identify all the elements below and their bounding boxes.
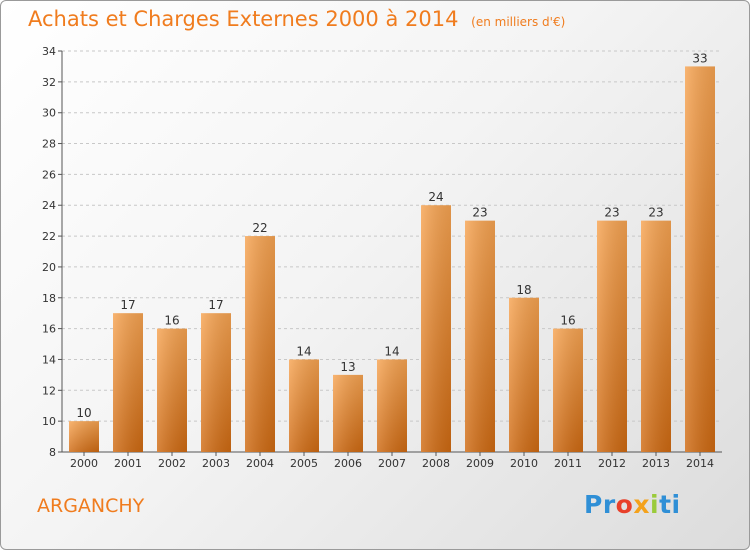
bar-shade: [377, 359, 407, 452]
x-tick-label: 2000: [70, 457, 98, 470]
bar-shade: [289, 359, 319, 452]
y-tick-label: 30: [42, 107, 56, 120]
bar-shade: [553, 328, 583, 452]
bar-shade: [641, 220, 671, 452]
bar-shade: [685, 66, 715, 452]
y-tick-label: 12: [42, 384, 56, 397]
y-tick-label: 28: [42, 138, 56, 151]
y-tick-label: 20: [42, 261, 56, 274]
data-label: 22: [252, 221, 267, 235]
bars: [69, 66, 715, 452]
bar-shade: [465, 220, 495, 452]
y-tick-label: 26: [42, 168, 56, 181]
bar-shade: [245, 236, 275, 452]
y-tick-label: 14: [42, 353, 56, 366]
y-tick-label: 22: [42, 230, 56, 243]
data-label: 18: [516, 283, 531, 297]
x-tick-label: 2004: [246, 457, 274, 470]
data-label: 24: [428, 190, 443, 204]
y-tick-label: 8: [49, 446, 56, 459]
data-label: 16: [164, 314, 179, 328]
x-tick-label: 2013: [642, 457, 670, 470]
data-label: 17: [208, 298, 223, 312]
x-tick-label: 2001: [114, 457, 142, 470]
y-tick-label: 34: [42, 45, 56, 58]
bar-shade: [157, 328, 187, 452]
x-tick-label: 2009: [466, 457, 494, 470]
x-tick-label: 2003: [202, 457, 230, 470]
y-tick-label: 24: [42, 199, 56, 212]
data-label: 14: [384, 344, 399, 358]
chart-title-text: Achats et Charges Externes 2000 à 2014: [28, 7, 459, 31]
commune-name: ARGANCHY: [37, 495, 145, 517]
proxiti-logo: Proxiti: [584, 490, 681, 519]
y-tick-label: 32: [42, 76, 56, 89]
bar-shade: [201, 313, 231, 452]
data-label: 13: [340, 360, 355, 374]
y-tick-label: 16: [42, 323, 56, 336]
data-label: 23: [604, 206, 619, 220]
bar-shade: [69, 421, 99, 452]
data-label: 17: [120, 298, 135, 312]
bar-shade: [597, 220, 627, 452]
x-tick-label: 2005: [290, 457, 318, 470]
data-label: 16: [560, 314, 575, 328]
x-tick-label: 2002: [158, 457, 186, 470]
x-tick-label: 2006: [334, 457, 362, 470]
bar-shade: [421, 205, 451, 452]
data-label: 33: [692, 51, 707, 65]
y-tick-label: 10: [42, 415, 56, 428]
chart-title: Achats et Charges Externes 2000 à 2014 (…: [28, 7, 565, 31]
x-tick-label: 2012: [598, 457, 626, 470]
x-tick-label: 2008: [422, 457, 450, 470]
chart-subtitle: (en milliers d'€): [471, 15, 566, 29]
data-label: 10: [76, 406, 91, 420]
y-tick-label: 18: [42, 292, 56, 305]
data-labels: 10 17 16 17 22 14 13 14 24 23 18 16 23 23 33: [76, 51, 707, 420]
bar-shade: [509, 297, 539, 452]
bar-shade: [333, 374, 363, 452]
data-label: 23: [648, 206, 663, 220]
x-tick-label: 2010: [510, 457, 538, 470]
x-tick-label: 2007: [378, 457, 406, 470]
data-label: 23: [472, 206, 487, 220]
bar-shade: [113, 313, 143, 452]
x-tick-label: 2014: [686, 457, 714, 470]
data-label: 14: [296, 344, 311, 358]
x-tick-label: 2011: [554, 457, 582, 470]
